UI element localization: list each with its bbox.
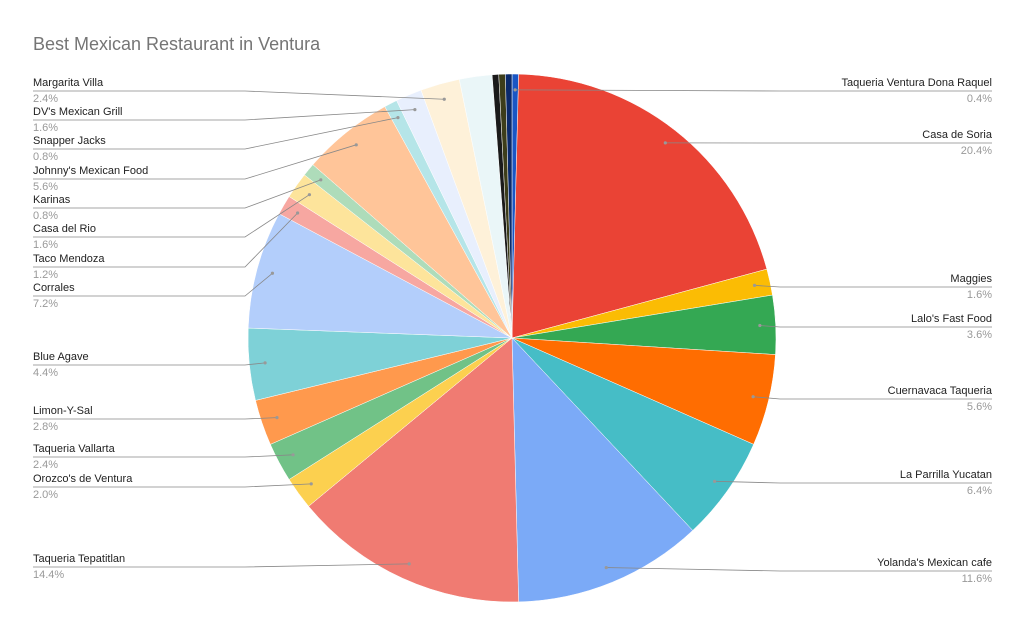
leader-dot [309,482,313,486]
leader-dot [270,271,275,275]
chart-title: Best Mexican Restaurant in Ventura [33,34,321,54]
slice-label: Lalo's Fast Food [911,313,992,325]
slice-value-label: 20.4% [961,145,992,157]
leader-dot [307,193,312,197]
slice-value-label: 0.8% [33,151,58,163]
slice-value-label: 2.8% [33,421,58,433]
slice-label: Limon-Y-Sal [33,405,93,417]
slice-value-label: 7.2% [33,298,58,310]
slice-label: Maggies [950,273,992,285]
leader-line [754,284,992,288]
slice-label: Casa de Soria [922,129,993,141]
slice-value-label: 1.2% [33,269,58,281]
slice-label: Casa del Rio [33,223,96,235]
slice-value-label: 1.6% [33,239,58,251]
leader-dot [291,453,295,457]
slice-value-label: 2.4% [33,459,58,471]
leader-dot [442,97,446,101]
leader-dot [758,323,762,328]
slice-label: La Parrilla Yucatan [900,469,992,481]
slice-value-label: 4.4% [33,367,58,379]
leader-line [33,109,415,121]
slice-value-label: 14.4% [33,569,64,581]
leader-dot [513,88,517,92]
leader-line [515,89,992,92]
leader-dot [663,141,667,145]
slice-value-label: 2.4% [33,93,58,105]
leader-line [606,567,992,572]
leader-line [33,117,399,150]
leader-line [33,144,357,180]
leader-line [33,362,266,366]
slice-label: Corrales [33,282,75,294]
pie-slice [308,337,519,603]
slice-value-label: 1.6% [33,122,58,134]
slice-value-label: 0.8% [33,210,58,222]
slice-value-label: 2.0% [33,489,58,501]
leader-line [753,396,992,400]
slice-label: Blue Agave [33,351,89,363]
leader-dot [413,108,417,112]
leader-dot [263,361,267,365]
pie-slice [511,73,768,339]
leader-dot [319,178,323,182]
slice-value-label: 5.6% [33,181,58,193]
leader-dot [396,116,400,120]
slice-label: Snapper Jacks [33,135,106,147]
leader-dot [604,565,608,570]
slice-value-label: 6.4% [967,485,992,497]
leader-dot [275,416,279,420]
leader-line [33,212,298,268]
leader-dot [296,211,300,215]
leader-line [33,483,312,488]
leader-dot [712,479,717,483]
leader-line [33,272,273,297]
slice-label: Taqueria Ventura Dona Raquel [842,77,992,89]
leader-line [759,325,992,328]
slice-label: Margarita Villa [33,77,104,89]
leader-line [33,179,321,209]
leader-line [33,563,410,568]
slice-value-label: 5.6% [967,401,992,413]
slice-value-label: 11.6% [962,573,993,585]
leader-line [33,417,277,420]
leader-line [714,480,992,484]
slice-value-label: 3.6% [967,329,992,341]
slice-label: Cuernavaca Taqueria [888,385,993,397]
slice-label: Yolanda's Mexican cafe [877,557,992,569]
slice-value-label: 1.6% [967,289,992,301]
slice-value-label: 0.4% [967,93,992,105]
leader-line [33,454,294,458]
pie-slice [247,213,513,339]
pie-slice [511,337,694,603]
slice-label: Taco Mendoza [33,253,105,265]
slice-label: Johnny's Mexican Food [33,165,148,177]
pie-slice [505,73,513,339]
leader-line [33,90,445,100]
leader-line [33,194,310,238]
leader-dot [751,395,755,399]
slice-label: Taqueria Tepatitlan [33,553,125,565]
slice-label: DV's Mexican Grill [33,106,123,118]
slice-label: Karinas [33,194,71,206]
slice-label: Orozco's de Ventura [33,473,133,485]
leader-dot [407,562,411,566]
slice-label: Taqueria Vallarta [33,443,116,455]
leader-dot [354,143,358,147]
leader-dot [752,283,757,287]
